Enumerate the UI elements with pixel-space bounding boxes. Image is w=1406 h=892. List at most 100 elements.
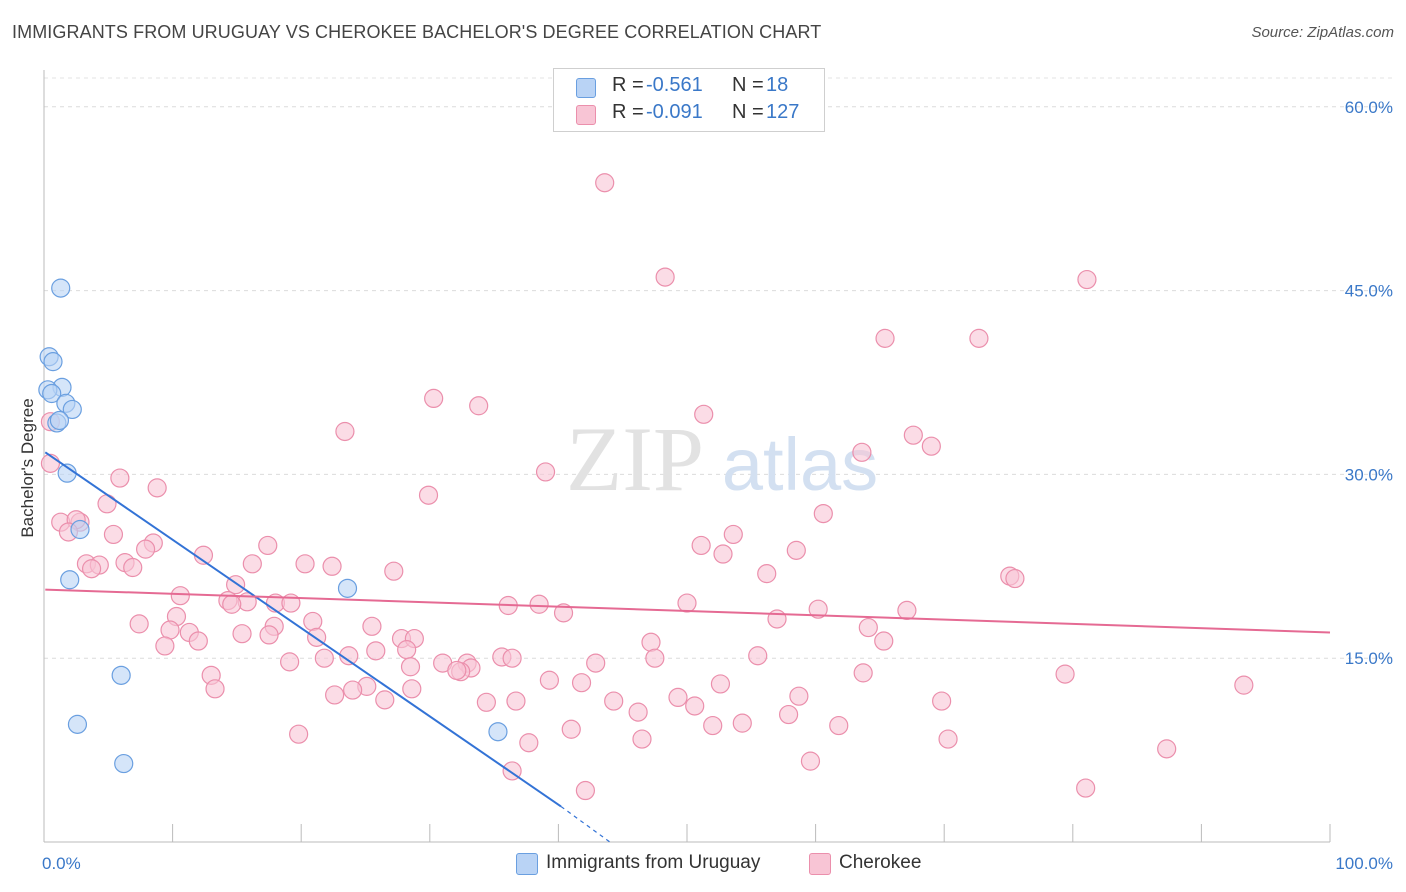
cherokee-point bbox=[447, 660, 467, 681]
uruguay-point bbox=[51, 278, 71, 298]
watermark: ZIP atlas bbox=[566, 408, 878, 510]
cherokee-point bbox=[829, 715, 849, 736]
cherokee-point bbox=[732, 713, 752, 733]
cherokee-point bbox=[147, 478, 167, 498]
cherokee-point bbox=[778, 704, 799, 725]
cherokee-point bbox=[571, 673, 592, 693]
cherokee-point bbox=[222, 594, 242, 614]
uruguay-points bbox=[38, 278, 508, 774]
cherokee-point bbox=[259, 625, 279, 645]
cherokee-point bbox=[575, 780, 596, 801]
cherokee-point bbox=[529, 594, 549, 614]
series-swatch-uruguay bbox=[516, 853, 538, 875]
cherokee-point bbox=[303, 611, 323, 632]
cherokee-point bbox=[1157, 739, 1177, 759]
cherokee-point bbox=[418, 485, 439, 505]
cherokee-point bbox=[677, 593, 697, 613]
cherokee-points bbox=[40, 173, 1254, 801]
legend-r-label: R = bbox=[612, 74, 644, 96]
cherokee-point bbox=[713, 544, 733, 564]
cherokee-point bbox=[694, 404, 714, 424]
cherokee-point bbox=[938, 729, 958, 749]
cherokee-trend-line bbox=[45, 588, 1331, 634]
cherokee-point bbox=[723, 524, 743, 545]
cherokee-point bbox=[295, 554, 315, 574]
cherokee-point bbox=[476, 692, 496, 712]
cherokee-point bbox=[748, 646, 768, 666]
uruguay-point bbox=[60, 570, 80, 590]
cherokee-point bbox=[808, 599, 828, 619]
cherokee-point bbox=[703, 715, 723, 736]
cherokee-point bbox=[400, 657, 421, 677]
cherokee-point bbox=[852, 442, 872, 462]
series-swatch-cherokee bbox=[809, 853, 831, 875]
cherokee-point bbox=[604, 691, 624, 711]
x-tick-label-min: 0.0% bbox=[42, 854, 81, 873]
cherokee-point bbox=[506, 691, 526, 711]
legend-n-label: N = bbox=[732, 74, 764, 96]
cherokee-point bbox=[645, 648, 665, 668]
cherokee-point bbox=[375, 690, 395, 710]
cherokee-point bbox=[539, 670, 559, 690]
cherokee-point bbox=[668, 687, 688, 708]
cherokee-point bbox=[81, 559, 102, 579]
cherokee-point bbox=[786, 540, 806, 560]
y-tick-label: 30.0% bbox=[1345, 465, 1393, 484]
cherokee-point bbox=[232, 624, 252, 644]
legend-n-label: N = bbox=[732, 101, 764, 123]
uruguay-point bbox=[49, 410, 70, 431]
cherokee-point bbox=[800, 751, 821, 771]
cherokee-point bbox=[757, 564, 777, 584]
cherokee-point bbox=[813, 503, 833, 524]
cherokee-point bbox=[280, 652, 300, 672]
y-axis-label: Bachelor's Degree bbox=[18, 398, 37, 537]
legend-row-uruguay: R = -0.561 N = 18 bbox=[554, 74, 824, 100]
cherokee-point bbox=[586, 653, 606, 673]
legend-row-cherokee: R = -0.091 N = 127 bbox=[554, 101, 824, 127]
y-tick-labels: 15.0% 30.0% 45.0% 60.0% bbox=[1345, 98, 1393, 668]
cherokee-point bbox=[362, 616, 382, 636]
uruguay-point bbox=[62, 399, 82, 420]
uruguay-point bbox=[114, 753, 134, 774]
cherokee-point bbox=[691, 535, 711, 556]
legend-r-value: -0.091 bbox=[646, 101, 703, 123]
legend-swatch-cherokee bbox=[576, 105, 596, 125]
uruguay-point bbox=[43, 352, 63, 372]
cherokee-point bbox=[553, 603, 574, 623]
cherokee-point bbox=[160, 620, 180, 640]
cherokee-point bbox=[325, 685, 345, 705]
cherokee-point bbox=[123, 557, 143, 578]
cherokee-point bbox=[335, 421, 355, 442]
cherokee-point bbox=[366, 641, 386, 661]
cherokee-point bbox=[129, 614, 149, 634]
cherokee-point bbox=[932, 691, 952, 711]
uruguay-point bbox=[67, 714, 88, 734]
cherokee-point bbox=[402, 679, 422, 699]
cherokee-point bbox=[921, 436, 941, 456]
legend-r-label: R = bbox=[612, 101, 644, 123]
series-label-cherokee: Cherokee bbox=[839, 852, 922, 873]
cherokee-point bbox=[397, 640, 417, 660]
cherokee-point bbox=[519, 733, 539, 753]
x-tick-label-max: 100.0% bbox=[1335, 854, 1393, 873]
cherokee-point bbox=[424, 388, 444, 409]
y-tick-label: 45.0% bbox=[1345, 282, 1393, 301]
cherokee-point bbox=[903, 425, 923, 445]
cherokee-point bbox=[314, 648, 334, 668]
legend-swatch-uruguay bbox=[576, 78, 596, 98]
cherokee-point bbox=[1005, 568, 1025, 589]
cherokee-point bbox=[897, 600, 917, 621]
y-tick-label: 60.0% bbox=[1345, 98, 1393, 117]
cherokee-point bbox=[641, 632, 661, 652]
series-label-uruguay: Immigrants from Uruguay bbox=[546, 852, 761, 873]
cherokee-point bbox=[170, 586, 190, 606]
legend-r-value: -0.561 bbox=[646, 74, 703, 96]
cherokee-point bbox=[858, 617, 878, 638]
chart-title: IMMIGRANTS FROM URUGUAY VS CHEROKEE BACH… bbox=[12, 22, 822, 42]
cherokee-point bbox=[469, 396, 489, 416]
cherokee-point bbox=[1076, 778, 1096, 798]
uruguay-trend-line bbox=[44, 451, 562, 808]
cherokee-point bbox=[103, 524, 124, 545]
watermark-atlas: atlas bbox=[722, 423, 878, 506]
cherokee-point bbox=[655, 267, 675, 287]
